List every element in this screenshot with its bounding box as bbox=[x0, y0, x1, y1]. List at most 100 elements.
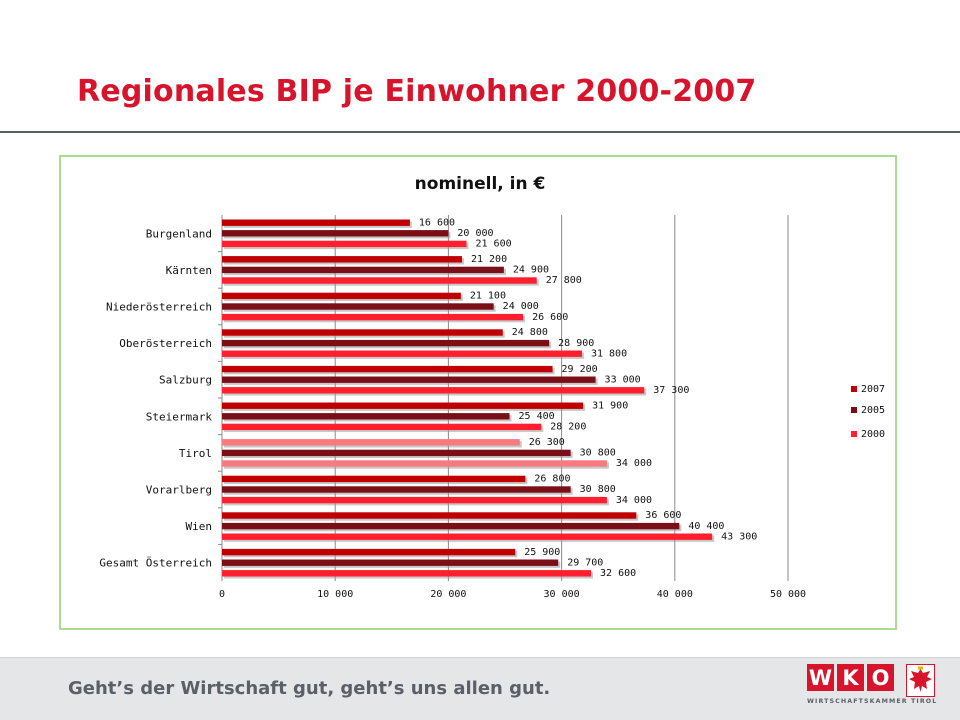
title-divider bbox=[0, 131, 960, 133]
bar-2007 bbox=[222, 475, 526, 483]
bar-2005 bbox=[222, 559, 559, 566]
legend: 2007 2005 2000 bbox=[851, 384, 885, 440]
x-tick-label: 20 000 bbox=[430, 589, 466, 600]
logo-letter-k: K bbox=[837, 664, 864, 691]
bar-2000 bbox=[222, 277, 537, 284]
data-label: 21 600 bbox=[476, 239, 512, 250]
x-tick-label: 10 000 bbox=[317, 589, 353, 600]
data-label: 28 900 bbox=[558, 338, 594, 349]
category-label: Kärnten bbox=[166, 264, 212, 277]
bar-2005 bbox=[222, 413, 510, 420]
data-label: 30 800 bbox=[580, 484, 616, 495]
category-label: Tirol bbox=[179, 447, 212, 460]
bar-2005 bbox=[222, 376, 596, 383]
footer-divider bbox=[0, 657, 960, 658]
x-tick-label: 50 000 bbox=[770, 589, 806, 600]
wko-logo[interactable]: W K O WIRTSCHAFTSKAMMER TIROL bbox=[807, 664, 937, 710]
logo-letters: W K O bbox=[807, 664, 894, 691]
data-label: 30 800 bbox=[580, 448, 616, 459]
bar-2007 bbox=[222, 329, 503, 336]
data-label: 21 200 bbox=[471, 254, 507, 265]
legend-swatch bbox=[851, 407, 857, 413]
bar-2007 bbox=[222, 365, 553, 373]
data-label: 26 800 bbox=[534, 474, 570, 485]
bar-2007 bbox=[222, 219, 410, 226]
category-label: Salzburg bbox=[159, 374, 212, 387]
logo-letter-w: W bbox=[807, 664, 834, 691]
x-tick-label: 30 000 bbox=[544, 589, 580, 600]
data-label: 26 600 bbox=[532, 312, 568, 323]
category-label: Niederösterreich bbox=[106, 301, 212, 314]
data-label: 31 900 bbox=[592, 400, 628, 411]
legend-label: 2007 bbox=[861, 384, 885, 395]
bar-2005 bbox=[222, 230, 449, 237]
legend-label: 2005 bbox=[861, 405, 885, 416]
bar-2000 bbox=[222, 460, 607, 467]
data-label: 20 000 bbox=[457, 228, 493, 239]
data-label: 24 000 bbox=[503, 301, 539, 312]
x-tick-label: 40 000 bbox=[657, 589, 693, 600]
bar-2000 bbox=[222, 240, 467, 248]
data-label: 29 700 bbox=[567, 557, 603, 568]
data-label: 33 000 bbox=[605, 374, 641, 385]
data-label: 31 800 bbox=[591, 348, 627, 359]
x-tick-label: 0 bbox=[219, 589, 225, 600]
bar-2005 bbox=[222, 522, 680, 530]
bar-2005 bbox=[222, 303, 494, 310]
bar-2005 bbox=[222, 486, 571, 493]
category-label: Gesamt Österreich bbox=[99, 557, 212, 570]
bar-2007 bbox=[222, 512, 637, 519]
bar-2005 bbox=[222, 339, 550, 347]
bar-2000 bbox=[222, 350, 582, 357]
slide-title: Regionales BIP je Einwohner 2000-2007 bbox=[77, 74, 757, 109]
bar-2005 bbox=[222, 449, 571, 457]
data-label: 32 600 bbox=[600, 568, 636, 579]
bar-2007 bbox=[222, 402, 584, 409]
data-label: 24 900 bbox=[513, 265, 549, 276]
bars bbox=[222, 219, 715, 579]
bar-chart: nominell, in € 0 10 000 20 000 30 000 40 000… bbox=[99, 174, 885, 600]
bar-2007 bbox=[222, 256, 462, 263]
category-label: Steiermark bbox=[146, 410, 213, 423]
data-label: 43 300 bbox=[721, 531, 757, 542]
data-label: 25 900 bbox=[524, 547, 560, 558]
bar-2000 bbox=[222, 423, 542, 431]
data-label: 27 800 bbox=[546, 275, 582, 286]
bar-2007 bbox=[222, 439, 520, 446]
data-label: 40 400 bbox=[688, 521, 724, 532]
bar-2000 bbox=[222, 533, 713, 540]
chart-title: nominell, in € bbox=[415, 174, 546, 194]
bar-2000 bbox=[222, 387, 645, 394]
data-label: 25 400 bbox=[519, 411, 555, 422]
data-label: 37 300 bbox=[653, 385, 689, 396]
legend-swatch bbox=[851, 431, 857, 437]
data-label: 36 600 bbox=[645, 510, 681, 521]
legend-swatch bbox=[851, 386, 857, 392]
bar-2007 bbox=[222, 292, 461, 300]
chart-frame: nominell, in € 0 10 000 20 000 30 000 40 000… bbox=[59, 155, 897, 630]
category-label: Wien bbox=[186, 520, 213, 533]
footer bbox=[0, 657, 960, 720]
logo-letter-o: O bbox=[867, 664, 894, 691]
axes: 0 10 000 20 000 30 000 40 000 50 000 Burgenlan… bbox=[99, 215, 806, 600]
tyrol-eagle-icon bbox=[906, 664, 935, 697]
data-label: 29 200 bbox=[562, 364, 598, 375]
legend-label: 2000 bbox=[861, 429, 885, 440]
bar-2005 bbox=[222, 266, 504, 274]
bar-2000 bbox=[222, 313, 524, 321]
bar-2007 bbox=[222, 548, 516, 556]
logo-wordmark: WIRTSCHAFTSKAMMER TIROL bbox=[807, 698, 938, 705]
data-label: 16 600 bbox=[419, 217, 455, 228]
data-label: 24 800 bbox=[512, 327, 548, 338]
bar-2000 bbox=[222, 570, 592, 577]
data-label: 34 000 bbox=[616, 458, 652, 469]
bar-2000 bbox=[222, 496, 607, 504]
category-label: Oberösterreich bbox=[119, 337, 212, 350]
data-label: 21 100 bbox=[470, 291, 506, 302]
category-label: Vorarlberg bbox=[146, 484, 212, 497]
data-label: 28 200 bbox=[550, 422, 586, 433]
data-label: 26 300 bbox=[529, 437, 565, 448]
footer-slogan: Geht’s der Wirtschaft gut, geht’s uns al… bbox=[68, 678, 551, 699]
category-label: Burgenland bbox=[146, 227, 212, 240]
